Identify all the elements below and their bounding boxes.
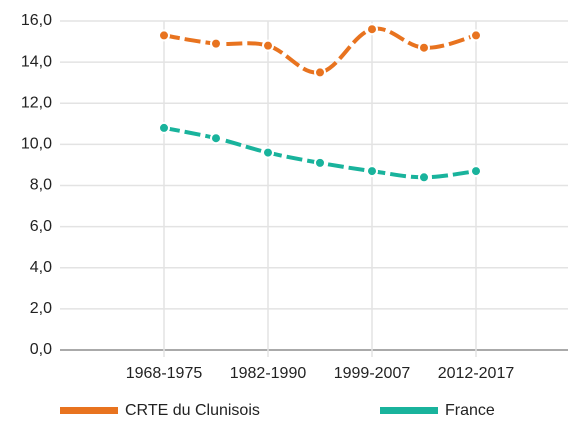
legend-swatch xyxy=(380,407,438,414)
y-tick-label: 12,0 xyxy=(21,94,52,111)
point xyxy=(366,23,378,36)
x-tick-label: 1999-2007 xyxy=(334,365,411,382)
y-tick-label: 0,0 xyxy=(30,341,52,358)
point xyxy=(470,29,482,42)
point xyxy=(158,29,170,42)
x-tick-label: 1982-1990 xyxy=(230,365,307,382)
y-tick-label: 2,0 xyxy=(30,300,52,317)
point xyxy=(418,171,430,184)
point xyxy=(418,41,430,54)
x-tick-label: 1968-1975 xyxy=(126,365,203,382)
point xyxy=(262,39,274,52)
y-tick-label: 10,0 xyxy=(21,136,52,153)
point xyxy=(210,37,222,50)
point xyxy=(366,165,378,178)
point xyxy=(158,121,170,134)
y-tick-label: 6,0 xyxy=(30,218,52,235)
y-tick-label: 16,0 xyxy=(21,12,52,29)
point xyxy=(314,156,326,169)
point xyxy=(314,66,326,79)
legend-label: CRTE du Clunisois xyxy=(125,402,260,419)
point xyxy=(210,132,222,145)
legend-swatch xyxy=(60,407,118,414)
y-tick-label: 4,0 xyxy=(30,259,52,276)
point xyxy=(470,165,482,178)
y-tick-label: 14,0 xyxy=(21,53,52,70)
legend-label: France xyxy=(445,402,495,419)
x-tick-label: 2012-2017 xyxy=(438,365,515,382)
y-tick-label: 8,0 xyxy=(30,177,52,194)
point xyxy=(262,146,274,159)
